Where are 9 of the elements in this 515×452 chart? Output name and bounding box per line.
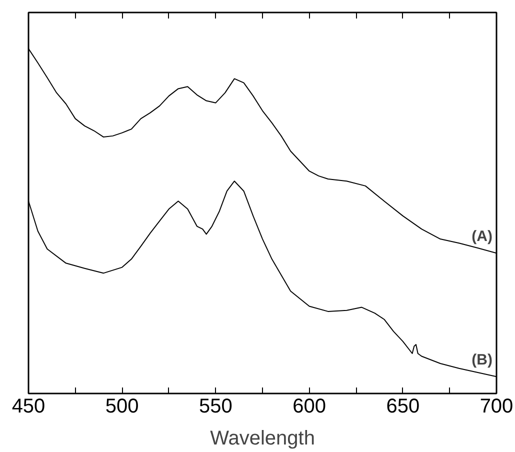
series-label: (A) [472, 228, 493, 246]
x-tick-label: 500 [105, 396, 139, 418]
x-tick-label: 450 [12, 396, 46, 418]
series-label: (B) [472, 352, 493, 369]
x-tick-label: 600 [292, 396, 326, 418]
x-tick-label: 550 [199, 396, 232, 418]
x-tick-label: 650 [386, 396, 420, 418]
x-axis-title: Wavelength [210, 428, 315, 450]
x-tick-label: 700 [480, 396, 514, 418]
